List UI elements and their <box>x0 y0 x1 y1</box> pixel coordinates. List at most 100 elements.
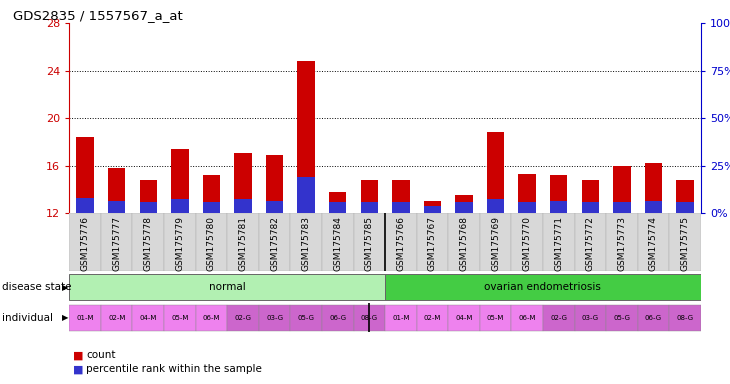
Text: count: count <box>86 350 115 360</box>
Text: GSM175770: GSM175770 <box>523 216 531 271</box>
Text: GSM175785: GSM175785 <box>365 216 374 271</box>
Text: GSM175769: GSM175769 <box>491 216 500 271</box>
Text: individual: individual <box>2 313 53 323</box>
FancyBboxPatch shape <box>133 213 164 271</box>
Bar <box>456 202 473 213</box>
Text: GSM175777: GSM175777 <box>112 216 121 271</box>
FancyBboxPatch shape <box>511 305 543 331</box>
Bar <box>266 155 283 213</box>
FancyBboxPatch shape <box>353 213 385 271</box>
Bar <box>139 202 157 213</box>
Text: 02-M: 02-M <box>423 315 441 321</box>
FancyBboxPatch shape <box>575 305 606 331</box>
FancyBboxPatch shape <box>133 305 164 331</box>
FancyBboxPatch shape <box>164 305 196 331</box>
Text: 08-G: 08-G <box>677 315 694 321</box>
Text: 03-G: 03-G <box>582 315 599 321</box>
FancyBboxPatch shape <box>291 213 322 271</box>
Bar <box>582 180 599 213</box>
Text: GSM175775: GSM175775 <box>680 216 690 271</box>
FancyBboxPatch shape <box>227 213 258 271</box>
Text: 05-M: 05-M <box>487 315 504 321</box>
Text: GSM175782: GSM175782 <box>270 216 279 271</box>
Text: ovarian endometriosis: ovarian endometriosis <box>485 282 602 292</box>
FancyBboxPatch shape <box>258 213 291 271</box>
FancyBboxPatch shape <box>322 305 353 331</box>
Text: 02-G: 02-G <box>234 315 252 321</box>
FancyBboxPatch shape <box>291 305 322 331</box>
FancyBboxPatch shape <box>196 305 227 331</box>
Text: 06-M: 06-M <box>518 315 536 321</box>
Bar <box>297 61 315 213</box>
Bar <box>613 202 631 213</box>
FancyBboxPatch shape <box>69 274 385 300</box>
Bar <box>361 180 378 213</box>
Text: GSM175766: GSM175766 <box>396 216 405 271</box>
FancyBboxPatch shape <box>669 305 701 331</box>
Bar <box>613 166 631 213</box>
Bar <box>518 174 536 213</box>
Text: 06-G: 06-G <box>329 315 346 321</box>
Text: 04-M: 04-M <box>139 315 157 321</box>
Text: GDS2835 / 1557567_a_at: GDS2835 / 1557567_a_at <box>12 9 182 22</box>
FancyBboxPatch shape <box>385 213 417 271</box>
Bar <box>77 198 94 213</box>
FancyBboxPatch shape <box>638 213 669 271</box>
Text: GSM175776: GSM175776 <box>80 216 90 271</box>
Text: 02-G: 02-G <box>550 315 567 321</box>
Text: ■: ■ <box>73 350 83 360</box>
FancyBboxPatch shape <box>543 213 575 271</box>
Bar <box>550 201 567 213</box>
FancyBboxPatch shape <box>480 213 511 271</box>
Bar <box>645 201 662 213</box>
Text: 02-M: 02-M <box>108 315 126 321</box>
Bar <box>676 202 694 213</box>
Text: 01-M: 01-M <box>77 315 94 321</box>
FancyBboxPatch shape <box>543 305 575 331</box>
Bar <box>171 149 188 213</box>
Text: GSM175773: GSM175773 <box>618 216 626 271</box>
FancyBboxPatch shape <box>101 305 133 331</box>
Text: 06-G: 06-G <box>645 315 662 321</box>
Text: GSM175774: GSM175774 <box>649 216 658 271</box>
Text: GSM175779: GSM175779 <box>175 216 185 271</box>
FancyBboxPatch shape <box>69 213 101 271</box>
FancyBboxPatch shape <box>258 305 291 331</box>
Text: GSM175772: GSM175772 <box>585 216 595 271</box>
Bar <box>582 202 599 213</box>
Text: disease state: disease state <box>2 282 72 292</box>
Text: 06-M: 06-M <box>203 315 220 321</box>
FancyBboxPatch shape <box>385 274 701 300</box>
Text: ▶: ▶ <box>62 283 69 292</box>
FancyBboxPatch shape <box>353 305 385 331</box>
FancyBboxPatch shape <box>448 305 480 331</box>
FancyBboxPatch shape <box>227 305 258 331</box>
Text: GSM175783: GSM175783 <box>301 216 311 271</box>
FancyBboxPatch shape <box>101 213 133 271</box>
FancyBboxPatch shape <box>511 213 543 271</box>
Text: 01-M: 01-M <box>392 315 410 321</box>
Bar <box>203 202 220 213</box>
Bar <box>266 201 283 213</box>
Text: percentile rank within the sample: percentile rank within the sample <box>86 364 262 374</box>
Text: GSM175771: GSM175771 <box>554 216 564 271</box>
Bar <box>203 175 220 213</box>
Bar <box>171 199 188 213</box>
Bar <box>518 202 536 213</box>
FancyBboxPatch shape <box>196 213 227 271</box>
FancyBboxPatch shape <box>606 305 638 331</box>
Text: 05-G: 05-G <box>613 315 631 321</box>
Bar <box>645 163 662 213</box>
FancyBboxPatch shape <box>638 305 669 331</box>
FancyBboxPatch shape <box>322 213 353 271</box>
FancyBboxPatch shape <box>575 213 606 271</box>
FancyBboxPatch shape <box>417 305 448 331</box>
Bar <box>108 168 126 213</box>
FancyBboxPatch shape <box>164 213 196 271</box>
Bar <box>234 199 252 213</box>
FancyBboxPatch shape <box>669 213 701 271</box>
FancyBboxPatch shape <box>69 305 101 331</box>
Text: GSM175767: GSM175767 <box>428 216 437 271</box>
Text: 08-G: 08-G <box>361 315 378 321</box>
Bar <box>392 180 410 213</box>
